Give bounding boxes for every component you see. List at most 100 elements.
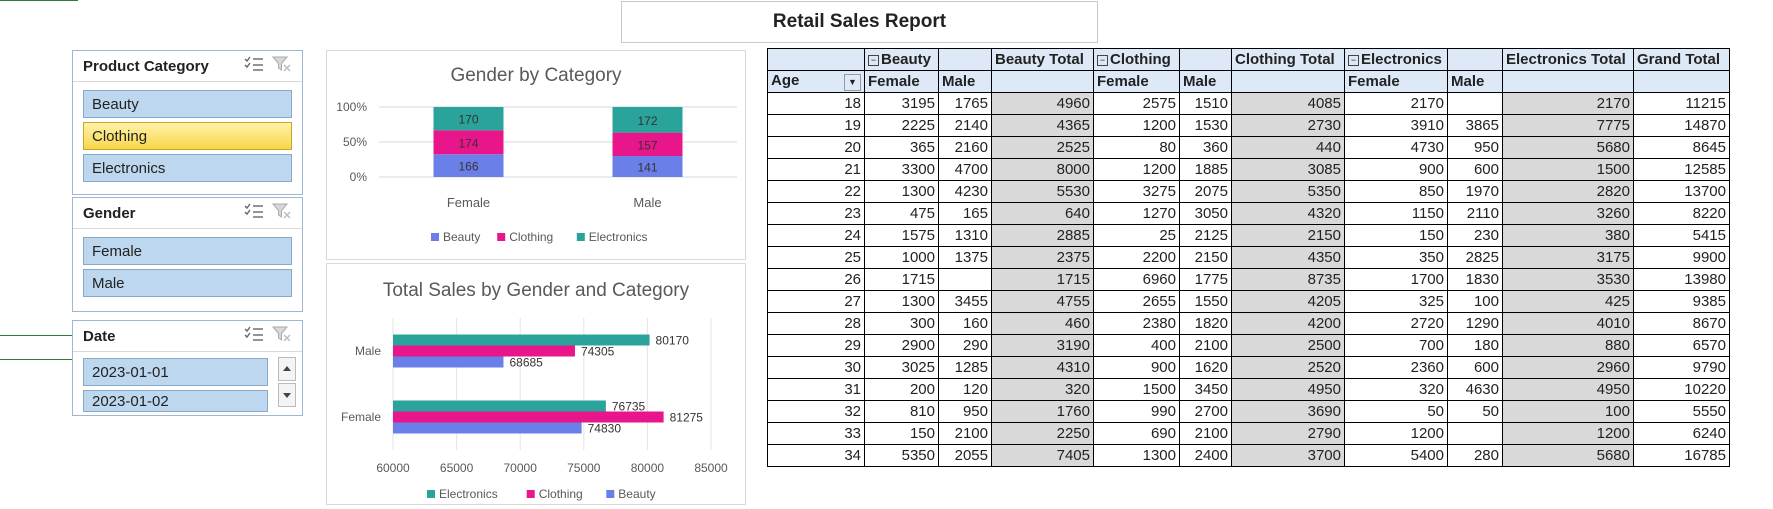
table-cell[interactable]: 8735	[1231, 268, 1345, 291]
table-cell[interactable]: 1885	[1179, 158, 1232, 181]
table-cell[interactable]: 150	[1344, 224, 1448, 247]
table-cell[interactable]: 2720	[1344, 312, 1448, 335]
filter-dropdown-icon[interactable]: ▼	[844, 74, 861, 91]
table-cell[interactable]: 22	[767, 180, 865, 203]
table-cell[interactable]: 2200	[1093, 246, 1180, 269]
table-cell[interactable]: 2820	[1502, 180, 1634, 203]
table-cell[interactable]: 1300	[1093, 444, 1180, 467]
table-cell[interactable]: 2170	[1502, 92, 1634, 115]
table-cell[interactable]: 1000	[864, 246, 939, 269]
table-cell[interactable]: 3455	[938, 290, 992, 313]
slicer-item-date[interactable]: 2023-01-02	[83, 390, 268, 412]
table-cell[interactable]: 900	[1093, 356, 1180, 379]
table-cell[interactable]: 7775	[1502, 114, 1634, 137]
slicer-item-male[interactable]: Male	[83, 269, 292, 297]
table-cell[interactable]: 2375	[991, 246, 1094, 269]
table-cell[interactable]: 4085	[1231, 92, 1345, 115]
table-cell[interactable]: 20	[767, 136, 865, 159]
table-cell[interactable]: 2075	[1179, 180, 1232, 203]
table-cell[interactable]: 2700	[1179, 400, 1232, 423]
table-cell[interactable]: 2160	[938, 136, 992, 159]
table-cell[interactable]: 230	[1447, 224, 1503, 247]
table-cell[interactable]: 3275	[1093, 180, 1180, 203]
table-cell[interactable]: 14870	[1633, 114, 1730, 137]
table-cell[interactable]: 2100	[938, 422, 992, 445]
table-cell[interactable]: 950	[1447, 136, 1503, 159]
table-cell[interactable]: 1310	[938, 224, 992, 247]
table-cell[interactable]: 350	[1344, 246, 1448, 269]
table-cell[interactable]: 5680	[1502, 136, 1634, 159]
table-cell[interactable]: 8000	[991, 158, 1094, 181]
table-cell[interactable]: 1500	[1093, 378, 1180, 401]
table-cell[interactable]: 8670	[1633, 312, 1730, 335]
table-cell[interactable]: 1775	[1179, 268, 1232, 291]
table-cell[interactable]	[938, 268, 992, 291]
slicer-item-beauty[interactable]: Beauty	[83, 90, 292, 118]
table-cell[interactable]: 280	[1447, 444, 1503, 467]
table-cell[interactable]: 2360	[1344, 356, 1448, 379]
table-cell[interactable]: 1200	[1502, 422, 1634, 445]
table-cell[interactable]: 50	[1447, 400, 1503, 423]
table-cell[interactable]: 21	[767, 158, 865, 181]
table-cell[interactable]: 9790	[1633, 356, 1730, 379]
table-cell[interactable]: 1285	[938, 356, 992, 379]
table-cell[interactable]: 3700	[1231, 444, 1345, 467]
table-cell[interactable]: 25	[767, 246, 865, 269]
table-cell[interactable]: 950	[938, 400, 992, 423]
table-cell[interactable]: 16785	[1633, 444, 1730, 467]
table-cell[interactable]: 1375	[938, 246, 992, 269]
table-cell[interactable]: 320	[1344, 378, 1448, 401]
chart-total-sales[interactable]: Total Sales by Gender and Category 60000 6…	[326, 263, 746, 505]
table-cell[interactable]: 2150	[1179, 246, 1232, 269]
table-cell[interactable]: 1300	[864, 290, 939, 313]
table-cell[interactable]: 100	[1502, 400, 1634, 423]
collapse-icon[interactable]: −	[868, 54, 879, 66]
table-cell[interactable]: 1300	[864, 180, 939, 203]
multi-select-icon[interactable]	[244, 203, 264, 223]
table-cell[interactable]: 4320	[1231, 202, 1345, 225]
table-cell[interactable]: 6960	[1093, 268, 1180, 291]
table-cell[interactable]: 1530	[1179, 114, 1232, 137]
table-cell[interactable]: 3530	[1502, 268, 1634, 291]
slicer-item-electronics[interactable]: Electronics	[83, 154, 292, 182]
table-cell[interactable]: 640	[991, 202, 1094, 225]
table-cell[interactable]: 1620	[1179, 356, 1232, 379]
table-cell[interactable]: 1290	[1447, 312, 1503, 335]
table-cell[interactable]: 7405	[991, 444, 1094, 467]
table-cell[interactable]: 4200	[1231, 312, 1345, 335]
table-cell[interactable]: 3450	[1179, 378, 1232, 401]
table-cell[interactable]: 2170	[1344, 92, 1448, 115]
table-cell[interactable]: 1830	[1447, 268, 1503, 291]
multi-select-icon[interactable]	[244, 326, 264, 346]
table-cell[interactable]: 900	[1344, 158, 1448, 181]
table-cell[interactable]: 1270	[1093, 202, 1180, 225]
table-cell[interactable]: 2110	[1447, 202, 1503, 225]
table-cell[interactable]: 26	[767, 268, 865, 291]
table-cell[interactable]: 24	[767, 224, 865, 247]
table-cell[interactable]: 180	[1447, 334, 1503, 357]
table-cell[interactable]: 2380	[1093, 312, 1180, 335]
table-cell[interactable]: 32	[767, 400, 865, 423]
table-cell[interactable]: 19	[767, 114, 865, 137]
table-cell[interactable]: 25	[1093, 224, 1180, 247]
table-cell[interactable]: 2100	[1179, 422, 1232, 445]
table-cell[interactable]: 2825	[1447, 246, 1503, 269]
slicer-gender[interactable]: Gender Female Male	[72, 197, 303, 312]
table-cell[interactable]: 160	[938, 312, 992, 335]
group-header-beauty[interactable]: − Beauty	[864, 48, 939, 71]
table-cell[interactable]: 2525	[991, 136, 1094, 159]
multi-select-icon[interactable]	[244, 56, 264, 76]
table-cell[interactable]: 460	[991, 312, 1094, 335]
table-cell[interactable]: 5400	[1344, 444, 1448, 467]
table-cell[interactable]: 2225	[864, 114, 939, 137]
table-cell[interactable]: 300	[864, 312, 939, 335]
table-cell[interactable]: 6570	[1633, 334, 1730, 357]
table-cell[interactable]: 31	[767, 378, 865, 401]
table-cell[interactable]: 80	[1093, 136, 1180, 159]
table-cell[interactable]: 365	[864, 136, 939, 159]
table-cell[interactable]: 4365	[991, 114, 1094, 137]
table-cell[interactable]: 2575	[1093, 92, 1180, 115]
table-cell[interactable]: 880	[1502, 334, 1634, 357]
table-cell[interactable]: 3865	[1447, 114, 1503, 137]
table-cell[interactable]: 5550	[1633, 400, 1730, 423]
